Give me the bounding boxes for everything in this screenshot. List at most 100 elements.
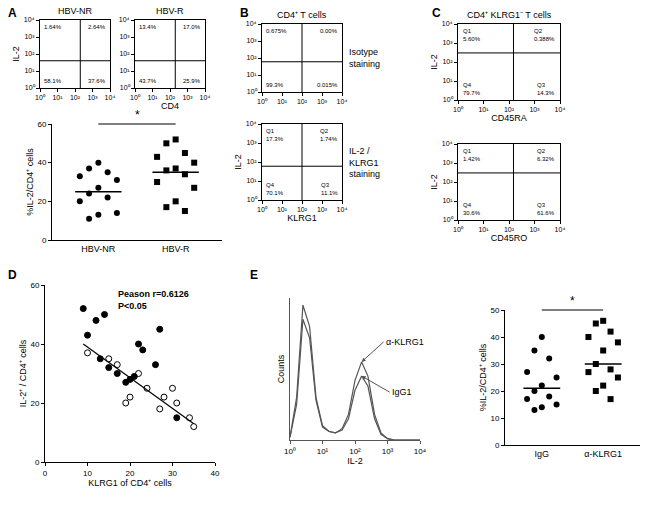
svg-text:C: C xyxy=(432,6,441,20)
svg-text:CD4: CD4 xyxy=(161,101,179,111)
svg-text:10⁰: 10⁰ xyxy=(120,84,131,91)
svg-text:10¹: 10¹ xyxy=(246,71,257,78)
svg-text:Q470.1%: Q470.1% xyxy=(266,182,284,196)
svg-text:Q11.42%: Q11.42% xyxy=(463,148,481,162)
svg-text:10³: 10³ xyxy=(317,206,328,213)
svg-text:IgG: IgG xyxy=(535,449,550,459)
svg-text:10⁴: 10⁴ xyxy=(246,120,257,127)
svg-text:10⁰: 10⁰ xyxy=(25,84,36,91)
svg-text:40: 40 xyxy=(37,158,46,167)
svg-text:E: E xyxy=(250,268,258,282)
svg-text:30: 30 xyxy=(168,469,177,478)
svg-text:HBV-R: HBV-R xyxy=(156,6,184,16)
svg-text:10⁰: 10⁰ xyxy=(35,94,46,101)
svg-text:0: 0 xyxy=(43,469,48,478)
svg-text:10³: 10³ xyxy=(317,98,328,105)
svg-text:30: 30 xyxy=(490,360,499,369)
svg-text:*: * xyxy=(135,108,140,122)
svg-text:%IL-2/CD4⁺ cells: %IL-2/CD4⁺ cells xyxy=(25,148,35,216)
svg-text:13.4%: 13.4% xyxy=(139,24,157,30)
svg-text:10²: 10² xyxy=(297,98,308,105)
svg-text:10³: 10³ xyxy=(24,33,35,40)
svg-text:10³: 10³ xyxy=(382,447,394,456)
svg-text:10³: 10³ xyxy=(182,94,193,101)
svg-text:Q20.388%: Q20.388% xyxy=(534,28,555,42)
svg-text:10¹: 10¹ xyxy=(442,77,453,84)
svg-text:10⁰: 10⁰ xyxy=(284,447,296,456)
svg-text:10⁴: 10⁴ xyxy=(555,106,566,113)
svg-text:10⁴: 10⁴ xyxy=(555,226,566,233)
svg-text:%IL-2/CD4⁺ cells: %IL-2/CD4⁺ cells xyxy=(478,343,488,411)
svg-text:10⁴: 10⁴ xyxy=(246,20,257,27)
svg-text:10⁰: 10⁰ xyxy=(257,98,268,105)
svg-text:10⁰: 10⁰ xyxy=(443,216,454,223)
svg-text:CD4⁺ KLRG1⁻ T cells: CD4⁺ KLRG1⁻ T cells xyxy=(467,10,552,20)
svg-text:Q479.7%: Q479.7% xyxy=(463,82,481,96)
svg-text:10¹: 10¹ xyxy=(317,447,329,456)
svg-text:40: 40 xyxy=(211,469,220,478)
svg-text:D: D xyxy=(8,268,17,282)
svg-text:25.9%: 25.9% xyxy=(183,78,201,84)
svg-text:0.675%: 0.675% xyxy=(266,28,287,34)
svg-text:10²: 10² xyxy=(442,178,453,185)
svg-text:10⁰: 10⁰ xyxy=(453,226,464,233)
svg-text:IL-2: IL-2 xyxy=(429,174,439,190)
svg-text:20: 20 xyxy=(490,387,499,396)
svg-text:99.3%: 99.3% xyxy=(266,82,284,88)
svg-text:17.0%: 17.0% xyxy=(183,24,201,30)
svg-text:KLRG1 of CD4⁺ cells: KLRG1 of CD4⁺ cells xyxy=(88,478,172,488)
svg-text:40: 40 xyxy=(30,340,39,349)
svg-text:IL-2: IL-2 xyxy=(347,456,363,466)
svg-text:Q26.32%: Q26.32% xyxy=(537,148,555,162)
svg-text:α-KLRG1: α-KLRG1 xyxy=(386,337,424,347)
svg-text:Counts: Counts xyxy=(276,354,286,383)
svg-text:10³: 10³ xyxy=(529,226,540,233)
svg-text:10³: 10³ xyxy=(246,139,257,146)
svg-text:Q311.1%: Q311.1% xyxy=(321,182,338,196)
svg-text:CD45RO: CD45RO xyxy=(491,233,528,243)
svg-text:10²: 10² xyxy=(246,54,257,61)
svg-text:Q15.60%: Q15.60% xyxy=(463,28,481,42)
svg-text:IL-2 /KLRG1staining: IL-2 /KLRG1staining xyxy=(349,146,380,179)
svg-text:IL-2: IL-2 xyxy=(11,46,21,62)
svg-text:58.1%: 58.1% xyxy=(44,78,62,84)
svg-text:1.64%: 1.64% xyxy=(44,24,62,30)
svg-text:10¹: 10¹ xyxy=(24,67,35,74)
svg-text:60: 60 xyxy=(37,120,46,129)
svg-text:CD4⁺ T cells: CD4⁺ T cells xyxy=(277,10,327,20)
svg-text:10⁴: 10⁴ xyxy=(337,98,348,105)
svg-text:10³: 10³ xyxy=(442,39,453,46)
svg-text:10²: 10² xyxy=(165,94,176,101)
svg-text:10³: 10³ xyxy=(246,37,257,44)
svg-text:Q21.74%: Q21.74% xyxy=(320,128,338,142)
svg-text:10: 10 xyxy=(490,414,499,423)
svg-text:10²: 10² xyxy=(442,58,453,65)
svg-text:10²: 10² xyxy=(349,447,361,456)
svg-text:10¹: 10¹ xyxy=(277,206,288,213)
svg-text:0: 0 xyxy=(35,458,40,467)
svg-text:10²: 10² xyxy=(246,158,257,165)
svg-text:10³: 10³ xyxy=(119,33,130,40)
svg-text:10²: 10² xyxy=(297,206,308,213)
svg-text:Isotypestaining: Isotypestaining xyxy=(349,47,380,69)
svg-text:10¹: 10¹ xyxy=(119,67,130,74)
svg-text:10¹: 10¹ xyxy=(147,94,158,101)
svg-text:CD45RA: CD45RA xyxy=(491,113,527,123)
svg-text:20: 20 xyxy=(30,399,39,408)
svg-text:IL-2: IL-2 xyxy=(233,154,243,170)
svg-text:IgG1: IgG1 xyxy=(392,387,412,397)
svg-text:10⁰: 10⁰ xyxy=(247,88,258,95)
svg-text:10¹: 10¹ xyxy=(52,94,63,101)
svg-text:Q314.3%: Q314.3% xyxy=(537,82,555,96)
svg-text:10⁰: 10⁰ xyxy=(257,206,268,213)
svg-text:Q117.3%: Q117.3% xyxy=(266,128,284,142)
svg-text:10¹: 10¹ xyxy=(277,98,288,105)
svg-text:10⁴: 10⁴ xyxy=(200,94,211,101)
svg-text:40: 40 xyxy=(490,333,499,342)
svg-text:10¹: 10¹ xyxy=(246,177,257,184)
svg-text:20: 20 xyxy=(37,197,46,206)
svg-text:A: A xyxy=(8,6,17,20)
svg-text:IL-2⁺ / CD4⁺ cells: IL-2⁺ / CD4⁺ cells xyxy=(18,339,28,407)
svg-text:10²: 10² xyxy=(119,50,130,57)
svg-text:10⁴: 10⁴ xyxy=(337,206,348,213)
